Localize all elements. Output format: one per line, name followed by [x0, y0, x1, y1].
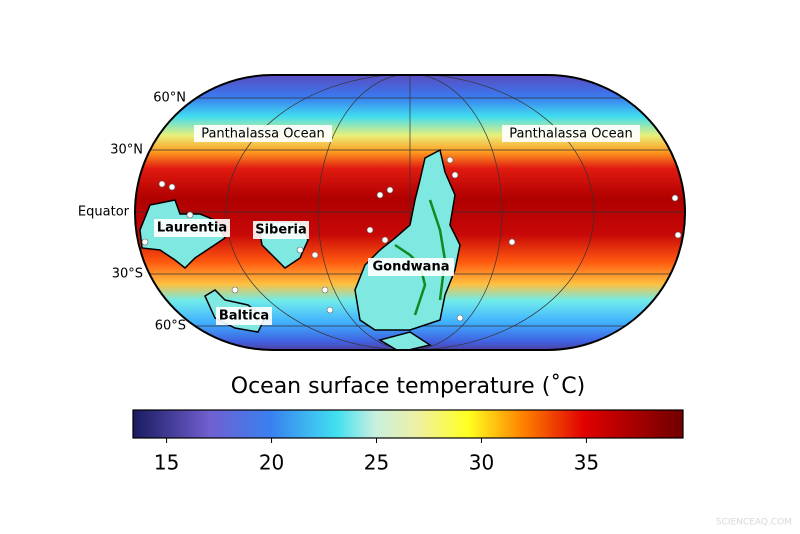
map-body: [135, 75, 685, 350]
continent-label: Baltica: [216, 307, 272, 325]
colorbar-tick-label: 30: [469, 451, 494, 475]
lat-label: Equator: [78, 205, 130, 220]
colorbar-title: Ocean surface temperature (˚C): [231, 374, 585, 399]
lat-label: 60°S: [155, 319, 186, 334]
watermark: SCIENCEAQ.COM: [716, 518, 792, 528]
ocean-label: Panthalassa Ocean: [502, 125, 640, 142]
ocean-label: Panthalassa Ocean: [194, 125, 332, 142]
lat-label: 60°N: [153, 91, 186, 106]
continent-label: Laurentia: [154, 219, 230, 237]
continent-label-text: Siberia: [255, 223, 307, 238]
continent-label-text: Baltica: [219, 309, 269, 324]
continent-label-text: Gondwana: [373, 260, 450, 275]
colorbar-tick-label: 35: [574, 451, 599, 475]
continent-label: Gondwana: [368, 258, 454, 276]
map-frame: [134, 74, 686, 351]
ocean-label-text: Panthalassa Ocean: [509, 127, 633, 142]
continent-label: Siberia: [253, 221, 309, 239]
lat-label: 30°S: [112, 267, 143, 282]
ocean-label-text: Panthalassa Ocean: [201, 127, 325, 142]
colorbar: [132, 409, 684, 439]
colorbar-tick-label: 20: [259, 451, 284, 475]
colorbar-tick-label: 25: [364, 451, 389, 475]
colorbar-ticks: 15 20 25 30 35: [154, 438, 599, 475]
lat-label: 30°N: [110, 143, 143, 158]
colorbar-tick-label: 15: [154, 451, 179, 475]
continent-label-text: Laurentia: [157, 221, 227, 236]
sample-sites: [141, 156, 682, 322]
